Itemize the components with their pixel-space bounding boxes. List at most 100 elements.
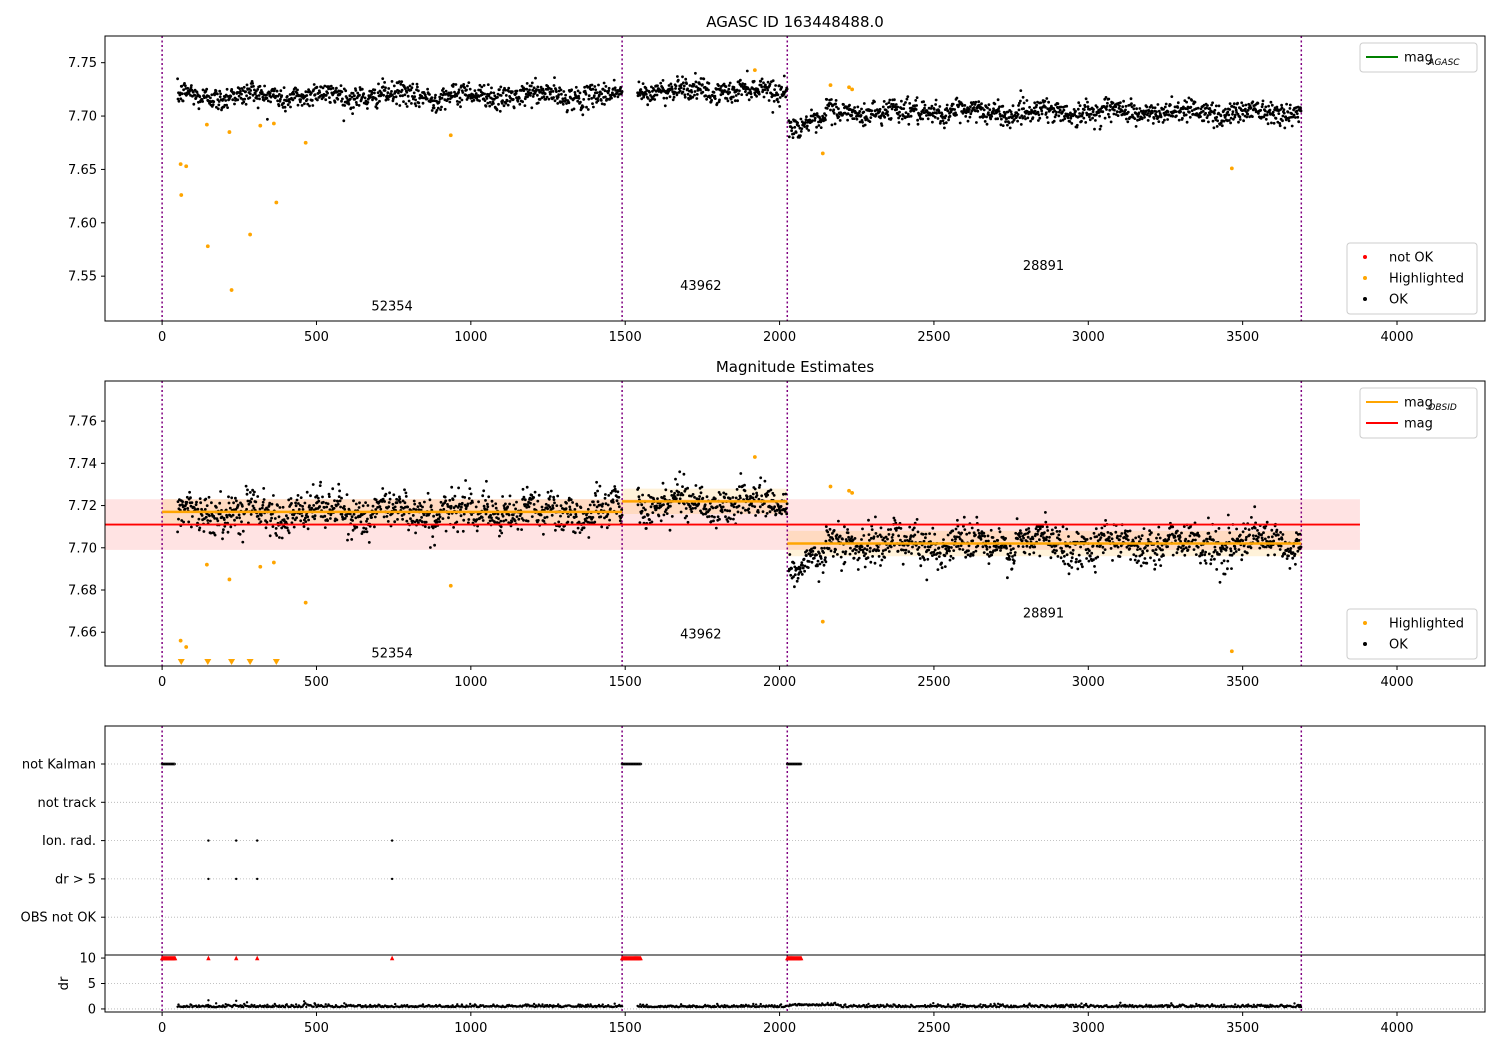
ok-point bbox=[1244, 103, 1248, 107]
ok-point bbox=[1094, 113, 1098, 117]
ok-point bbox=[947, 118, 950, 122]
ok-point bbox=[841, 537, 844, 541]
ok-point bbox=[936, 551, 939, 555]
ok-point bbox=[753, 505, 757, 508]
ok-point bbox=[189, 86, 193, 89]
ok-point bbox=[1282, 108, 1286, 111]
ok-point bbox=[377, 82, 380, 86]
ok-point bbox=[1057, 533, 1061, 537]
ok-point bbox=[930, 104, 934, 108]
ok-point bbox=[1179, 110, 1182, 113]
ok-point bbox=[885, 102, 888, 106]
x-tick-label: 4000 bbox=[1380, 675, 1413, 690]
ok-point bbox=[1189, 105, 1193, 109]
ok-point bbox=[803, 125, 806, 128]
ok-point bbox=[285, 526, 289, 530]
ok-point bbox=[887, 550, 891, 553]
ok-point bbox=[1244, 538, 1248, 542]
ok-point bbox=[829, 549, 833, 553]
ok-point bbox=[210, 501, 213, 505]
ok-point bbox=[1143, 112, 1147, 116]
ok-point bbox=[880, 124, 884, 127]
ok-point bbox=[773, 88, 776, 91]
ok-point bbox=[908, 102, 912, 105]
ok-point bbox=[444, 89, 448, 93]
ok-point bbox=[1144, 109, 1148, 113]
ok-point bbox=[1280, 103, 1283, 107]
ok-point bbox=[860, 545, 864, 549]
ok-point bbox=[1190, 98, 1194, 102]
ok-point bbox=[1228, 102, 1232, 105]
ok-point bbox=[1092, 558, 1095, 562]
ok-point bbox=[739, 511, 743, 515]
ok-point bbox=[285, 95, 289, 98]
ok-point bbox=[201, 100, 205, 103]
ok-point bbox=[1272, 121, 1276, 125]
ok-point bbox=[790, 129, 793, 133]
ok-point bbox=[976, 109, 980, 113]
ok-point bbox=[387, 501, 391, 504]
ok-point bbox=[400, 80, 404, 83]
ok-point bbox=[1205, 537, 1209, 541]
ok-point bbox=[362, 92, 366, 96]
highlighted-point bbox=[229, 288, 234, 292]
ok-point bbox=[411, 514, 415, 517]
ok-point bbox=[701, 90, 705, 94]
x-tick-label: 1500 bbox=[609, 330, 642, 345]
ok-point bbox=[1261, 538, 1264, 542]
ok-point bbox=[526, 95, 529, 99]
ok-point bbox=[321, 495, 324, 499]
ok-point bbox=[923, 558, 926, 562]
ok-point bbox=[1065, 553, 1069, 557]
ok-point bbox=[924, 536, 927, 540]
ok-point bbox=[1019, 89, 1023, 92]
ok-point bbox=[393, 520, 397, 524]
ok-point bbox=[522, 495, 526, 499]
ok-point bbox=[409, 517, 412, 521]
ok-point bbox=[1019, 123, 1023, 126]
legend-entry-label: Highlighted bbox=[1389, 617, 1464, 632]
ok-point bbox=[607, 86, 611, 90]
ok-point bbox=[986, 534, 990, 538]
ok-point bbox=[612, 78, 616, 82]
ok-point bbox=[1140, 534, 1144, 537]
x-tick-label: 0 bbox=[158, 330, 166, 345]
ok-point bbox=[904, 548, 908, 552]
ok-point bbox=[1241, 530, 1245, 534]
ok-point bbox=[421, 505, 424, 509]
ok-point bbox=[347, 102, 351, 106]
ok-point bbox=[406, 505, 410, 509]
ok-point bbox=[181, 99, 185, 103]
ok-point bbox=[366, 504, 370, 507]
ok-point bbox=[1176, 101, 1180, 105]
ok-point bbox=[1003, 114, 1006, 118]
ok-point bbox=[1275, 105, 1279, 109]
ok-point bbox=[205, 504, 209, 507]
ok-point bbox=[468, 487, 472, 490]
ok-point bbox=[559, 514, 562, 518]
ok-point bbox=[249, 513, 253, 516]
ok-point bbox=[989, 528, 993, 532]
ok-point bbox=[245, 83, 249, 87]
ok-point bbox=[816, 559, 820, 563]
ok-point bbox=[676, 75, 679, 78]
ok-point bbox=[1202, 539, 1206, 543]
ok-point bbox=[646, 513, 650, 517]
ok-point bbox=[1008, 544, 1012, 548]
ok-point bbox=[999, 123, 1003, 127]
ok-point bbox=[198, 95, 202, 99]
ok-point bbox=[1136, 115, 1140, 118]
ok-point bbox=[682, 472, 686, 476]
ok-point bbox=[1234, 106, 1238, 110]
ok-point bbox=[1104, 519, 1107, 522]
ok-point bbox=[292, 92, 296, 96]
ok-point bbox=[793, 585, 796, 589]
ok-point bbox=[1232, 102, 1236, 106]
ok-point bbox=[520, 528, 523, 531]
ok-point bbox=[1134, 554, 1138, 558]
obsid-label: 43962 bbox=[680, 279, 721, 294]
ok-point bbox=[352, 106, 355, 109]
ok-point bbox=[599, 99, 603, 102]
ok-point bbox=[1226, 110, 1230, 114]
highlighted-point bbox=[303, 140, 308, 145]
